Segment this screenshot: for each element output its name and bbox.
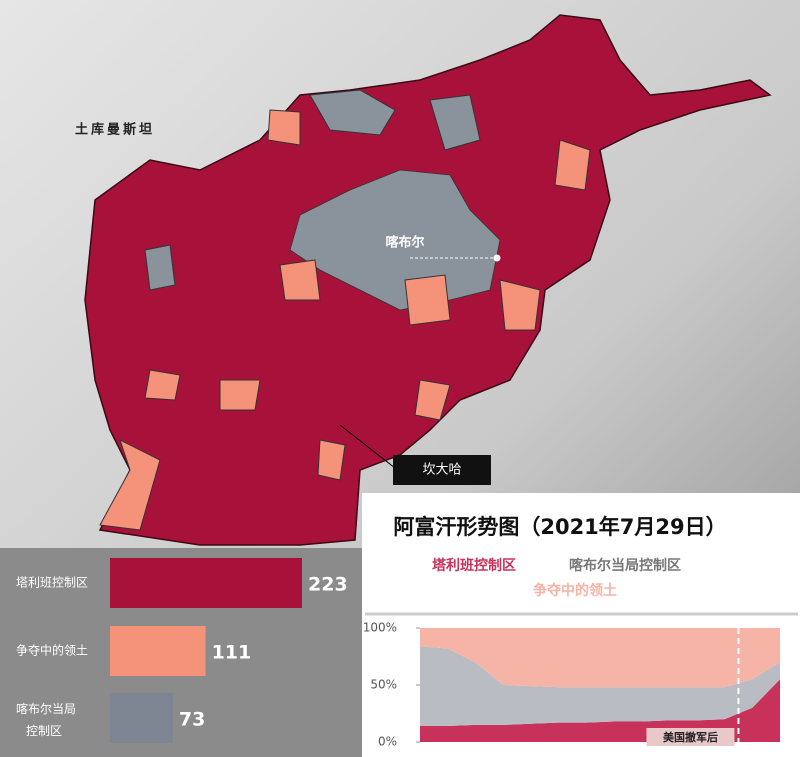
contested-region [144,369,181,401]
bar-label-line: 喀布尔当局 [16,701,76,716]
gov-region [144,244,176,291]
city-dot [493,254,501,262]
contested-region [219,379,261,411]
city-label: 坎大哈 [422,463,461,478]
bar-label: 塔利班控制区 [16,576,88,590]
contested-region [414,379,451,421]
area-band [420,679,780,742]
annotation-box [646,728,735,746]
y-tick-label: 50% [370,678,397,692]
annotation: 美国撤军后 [663,730,718,744]
bar [110,626,206,676]
contested-region [267,109,301,146]
gov-region [289,169,501,311]
area-band [420,628,780,688]
legend-entry: 塔利班控制区 [432,557,516,574]
city-label: 喀布尔 [385,235,424,251]
y-tick-label: 0% [378,735,397,749]
callout-box [393,455,491,485]
area-band [420,646,780,727]
value-label: 111 [212,642,252,664]
bar [110,693,173,743]
area-chart: 0% 50% 100% 美国撤军后 [363,621,780,749]
country-label: 土库曼斯坦 [75,122,155,138]
value-label: 73 [179,709,205,731]
bar [110,558,302,608]
bar-label-line: 控制区 [26,724,62,738]
legend-entry: 争夺中的领土 [533,582,617,599]
contested-region [279,259,321,301]
contested-region [499,279,541,331]
contested-region [99,439,161,531]
contested-region [317,439,346,481]
contested-region [404,274,451,326]
y-tick-label: 100% [363,621,397,635]
legend-entry: 喀布尔当局控制区 [569,557,681,574]
gov-region [429,94,481,151]
bar-label: 喀布尔当局控制区 [16,701,76,738]
gov-region [309,89,396,136]
contested-region [554,139,591,191]
chart-title: 阿富汗形势图（2021年7月29日） [393,515,726,539]
bar-label: 争夺中的领土 [16,643,88,658]
value-label: 223 [308,574,348,596]
callout-line [339,424,396,469]
